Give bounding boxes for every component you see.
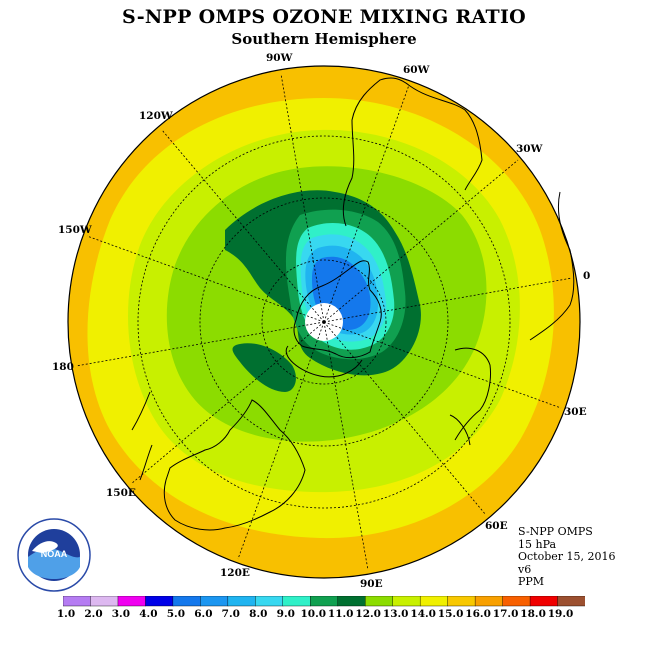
colorbar-swatch [172,596,201,607]
southern-africa-coastline [449,347,491,446]
colorbar-tick-label: 18.0 [520,608,546,620]
colorbar-swatch [255,596,284,607]
meridian-60e [323,321,487,516]
lon-label-60e: 60E [485,520,508,532]
australia-coastline [163,399,306,531]
page-subtitle: Southern Hemisphere [231,30,417,48]
lon-label-30w: 30W [516,143,543,155]
colorbar-swatch [365,596,394,607]
coastlines [131,77,575,531]
colorbar-tick-label: 14.0 [410,608,436,620]
colorbar-tick-label: 8.0 [249,608,268,620]
lon-label-150w: 150W [58,224,92,236]
meridian-90e [323,321,369,571]
colorbar-tick-label: 7.0 [221,608,240,620]
lat-circle-70s [199,197,449,447]
lon-label-90w: 90W [266,52,293,64]
colorbar-swatch [227,596,256,607]
colorbar-swatch [145,596,174,607]
colorbar-swatch [557,596,585,607]
noaa-logo-icon: NOAA [17,518,91,592]
colorbar-tick-label: 5.0 [166,608,186,620]
colorbar-swatch [337,596,366,607]
colorbar-swatch [502,596,531,607]
colorbar-tick-label: 12.0 [355,608,381,620]
info-date: October 15, 2016 [518,550,616,563]
info-instrument: S-NPP OMPS [518,525,593,538]
lat-circle-80s [261,259,387,385]
colorbar-tick-label: 19.0 [547,608,574,620]
lon-label-150e: 150E [106,487,136,499]
colorbar-swatch [117,596,146,607]
info-pressure-level: 15 hPa [518,537,557,551]
noaa-logo-text: NOAA [41,549,68,559]
longitude-labels: 90W 60W 30W 0 30E 60E 90E 120E 150E 180 … [52,52,590,590]
colorbar-tick-label: 17.0 [492,608,519,620]
lon-label-0: 0 [583,270,590,282]
south-pole-dot [322,320,326,324]
meridian-120w [161,129,325,323]
colorbar-tick-label: 4.0 [139,608,158,620]
colorbar-swatch [392,596,421,607]
colorbar-tick-label: 3.0 [111,608,131,620]
lat-circle-60s [137,135,511,509]
colorbar-tick-label: 13.0 [382,608,409,620]
latitude-circles [137,135,511,509]
colorbar-tick-label: 2.0 [84,608,103,620]
colorbar-tick-label: 10.0 [300,608,327,620]
lon-label-90e: 90E [360,578,383,590]
lon-label-180: 180 [52,361,74,373]
colorbar-tick-label: 11.0 [327,608,354,620]
lon-label-60w: 60W [403,64,430,76]
colorbar-swatch [90,596,119,607]
meridian-60w [323,84,410,323]
antarctica-coastline [285,260,382,378]
page-title: S-NPP OMPS OZONE MIXING RATIO [121,6,527,28]
info-version: v6 [518,562,532,576]
colorbar-swatch [447,596,476,607]
colorbar-swatch [282,596,311,607]
map-boundary [67,65,581,579]
colorbar-swatch [310,596,339,607]
lon-label-30e: 30E [564,406,587,418]
meridians [75,73,573,571]
meridian-90w [280,73,325,323]
colorbar-tick-label: 6.0 [194,608,213,620]
info-units: PPM [518,575,545,588]
map-info: S-NPP OMPS 15 hPa October 15, 2016 v6 PP… [518,525,616,589]
colorbar-tick-label: 1.0 [56,608,76,620]
colorbar-swatch [529,596,559,607]
colorbar-swatch [63,596,91,607]
africa-coastline [529,191,575,341]
meridian-150e [130,321,325,485]
meridian-0 [323,277,573,323]
colorbar-swatch [200,596,229,607]
meridian-180 [75,321,325,367]
colorbar-tick-label: 9.0 [276,608,295,620]
lon-label-120w: 120W [139,110,173,122]
colorbar-tick-label: 15.0 [437,608,464,620]
lon-label-120e: 120E [220,567,250,579]
colorbar-tick-label: 16.0 [465,608,491,620]
new-zealand-coastline [131,391,153,481]
colorbar [63,596,585,607]
colorbar-swatch [474,596,504,607]
south-america-coastline [342,77,483,227]
colorbar-swatch [419,596,449,607]
